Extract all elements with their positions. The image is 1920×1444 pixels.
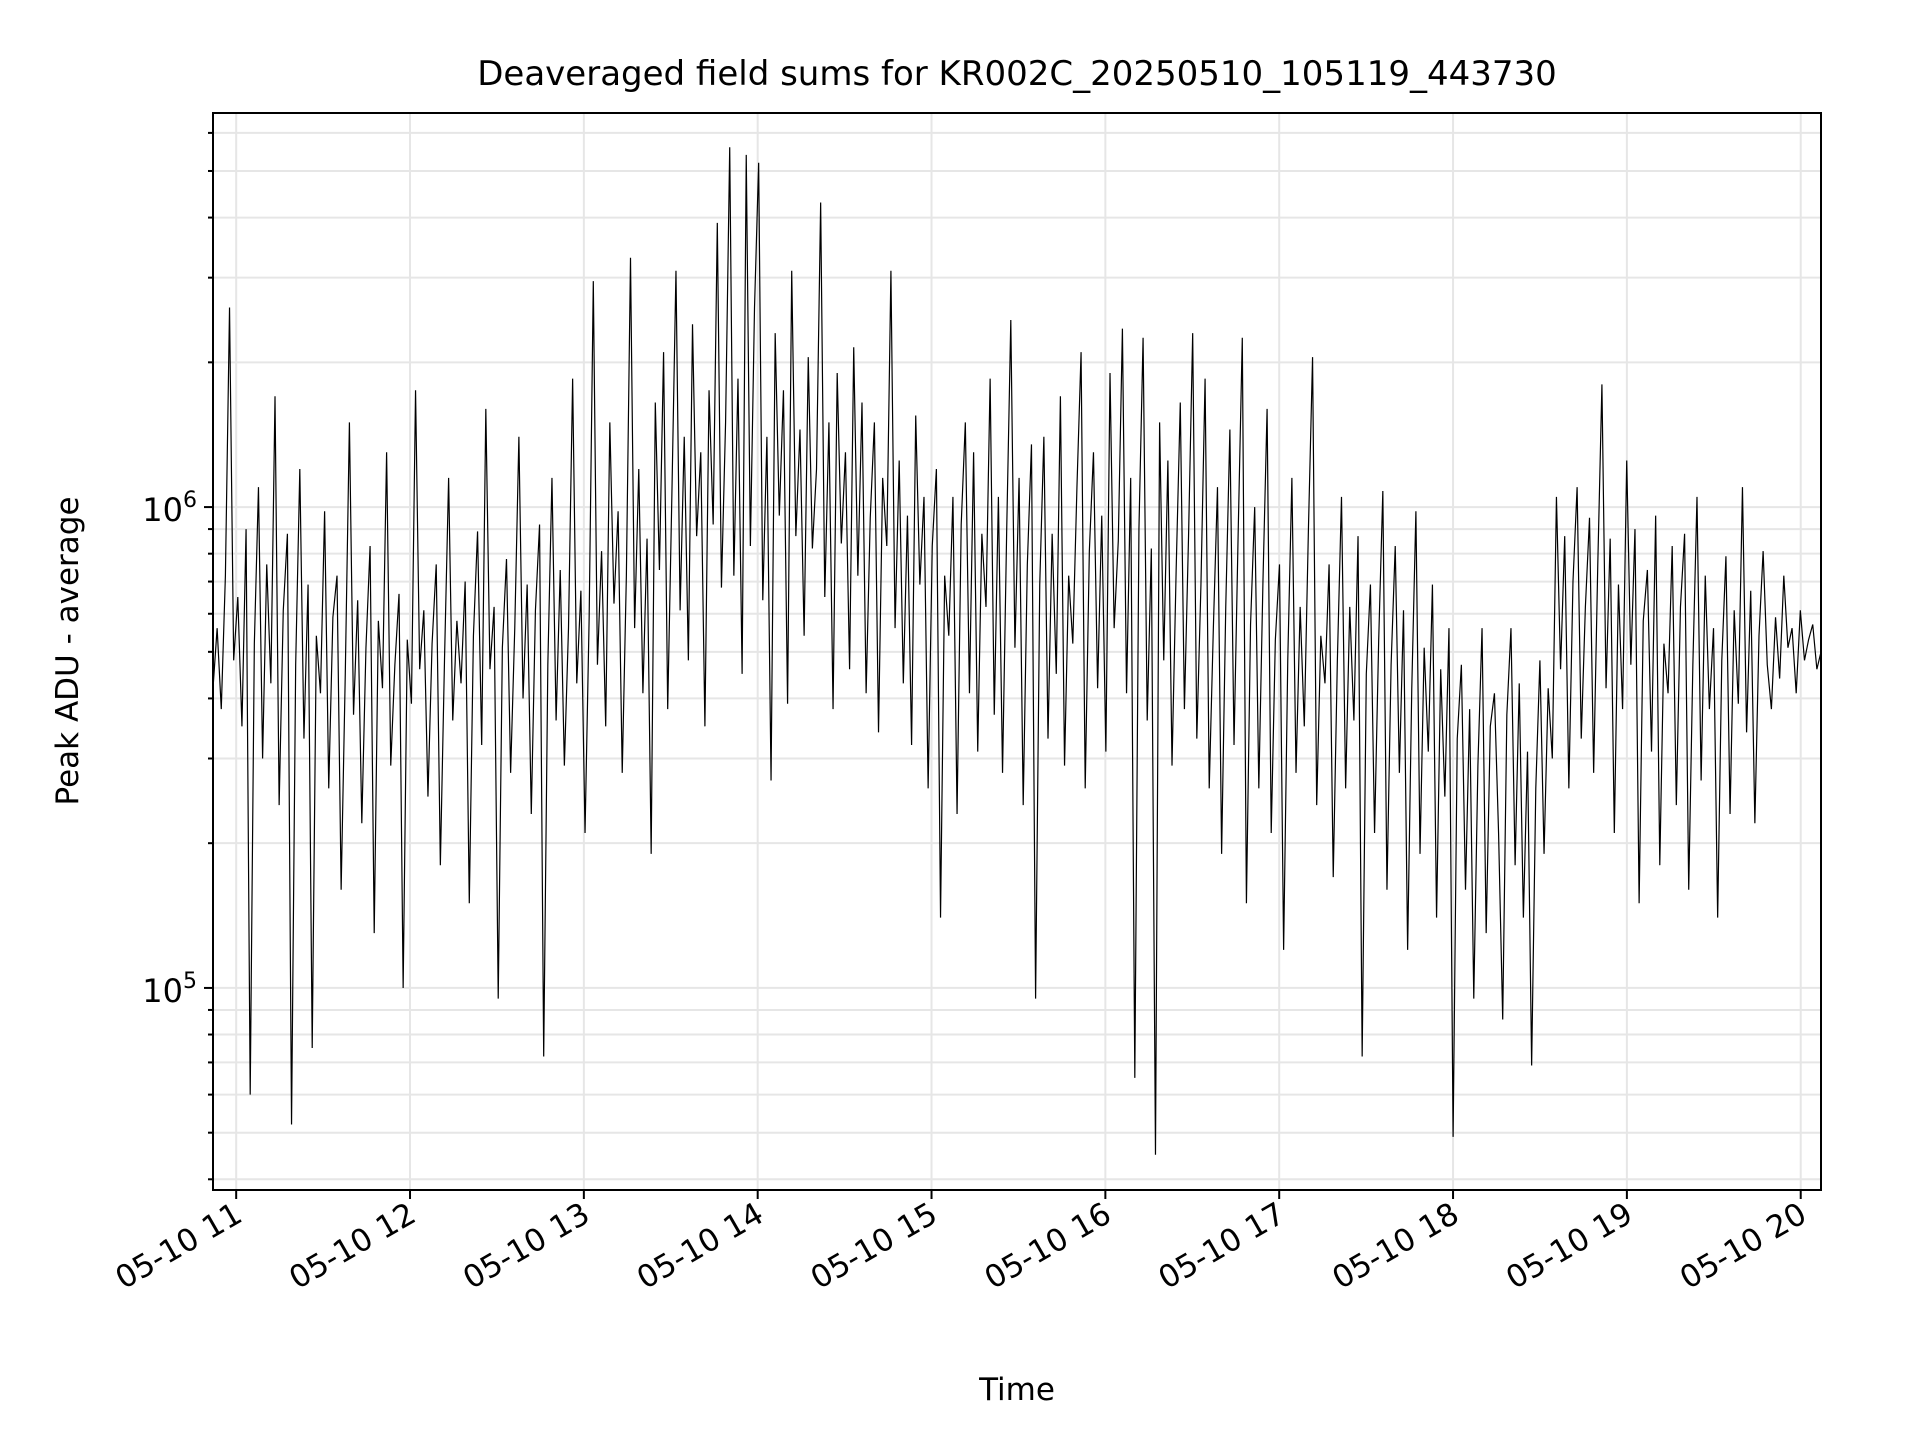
x-tick-label: 05-10 18 xyxy=(1326,1196,1465,1297)
x-tick-label: 05-10 16 xyxy=(979,1196,1118,1297)
y-axis-title: Peak ADU - average xyxy=(50,496,86,805)
series-line xyxy=(212,147,1822,1155)
x-tick-label: 05-10 19 xyxy=(1500,1196,1639,1297)
x-tick-label: 05-10 13 xyxy=(457,1196,596,1297)
x-tick-label: 05-10 15 xyxy=(805,1196,944,1297)
x-tick-label: 05-10 11 xyxy=(109,1196,248,1297)
x-tick-label: 05-10 17 xyxy=(1152,1196,1291,1297)
data-layer xyxy=(212,147,1822,1155)
chart-title: Deaveraged field sums for KR002C_2025051… xyxy=(477,54,1557,94)
x-tick-label: 05-10 20 xyxy=(1674,1196,1813,1297)
y-tick-label: 105 xyxy=(142,969,197,1010)
x-tick-label: 05-10 12 xyxy=(283,1196,422,1297)
x-axis-title: Time xyxy=(978,1372,1055,1408)
y-tick-label: 106 xyxy=(142,488,197,529)
x-tick-label: 05-10 14 xyxy=(631,1196,770,1297)
